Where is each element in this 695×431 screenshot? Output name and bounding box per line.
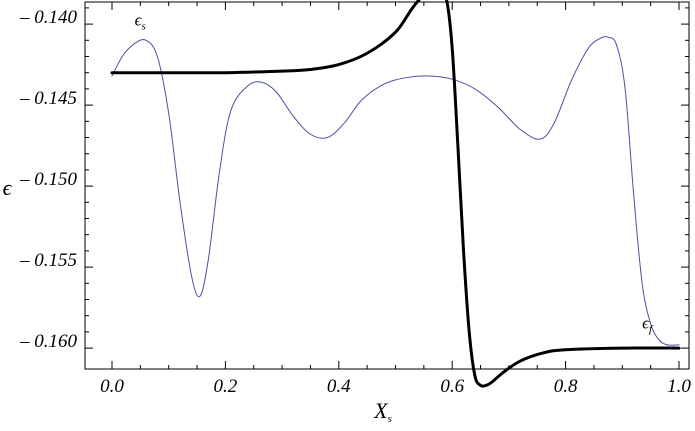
y-axis-label: ϵ	[3, 175, 13, 200]
series-line-1	[111, 36, 680, 346]
y-tick-label: – 0.145	[19, 88, 77, 109]
y-tick-label: – 0.150	[19, 169, 78, 190]
y-tick-label: – 0.155	[19, 250, 77, 271]
y-tick-label: – 0.160	[19, 331, 78, 352]
x-tick-label: 0.8	[554, 376, 578, 397]
axis-ticks	[85, 2, 689, 369]
x-tick-label: 0.6	[440, 376, 464, 397]
curve-annotation-f: ϵf	[642, 314, 654, 336]
curve-annotation-s: ϵs	[135, 11, 146, 33]
curve-annotations: ϵs ϵf	[135, 11, 654, 336]
series-lines	[110, 0, 681, 388]
plot-frame	[84, 1, 690, 370]
y-tick-label: – 0.140	[19, 7, 78, 28]
tick-labels: 0.0 0.2 0.4 0.6 0.8 1.0 – 0.140 – 0.145 – 0.150 –…	[19, 7, 691, 397]
x-axis-label: Xs	[373, 398, 392, 425]
x-tick-label: 0.2	[214, 376, 238, 397]
x-tick-label: 1.0	[667, 376, 691, 397]
x-tick-label: 0.4	[327, 376, 351, 397]
x-tick-label: 0.0	[100, 376, 124, 397]
series-line-2	[110, 0, 681, 388]
